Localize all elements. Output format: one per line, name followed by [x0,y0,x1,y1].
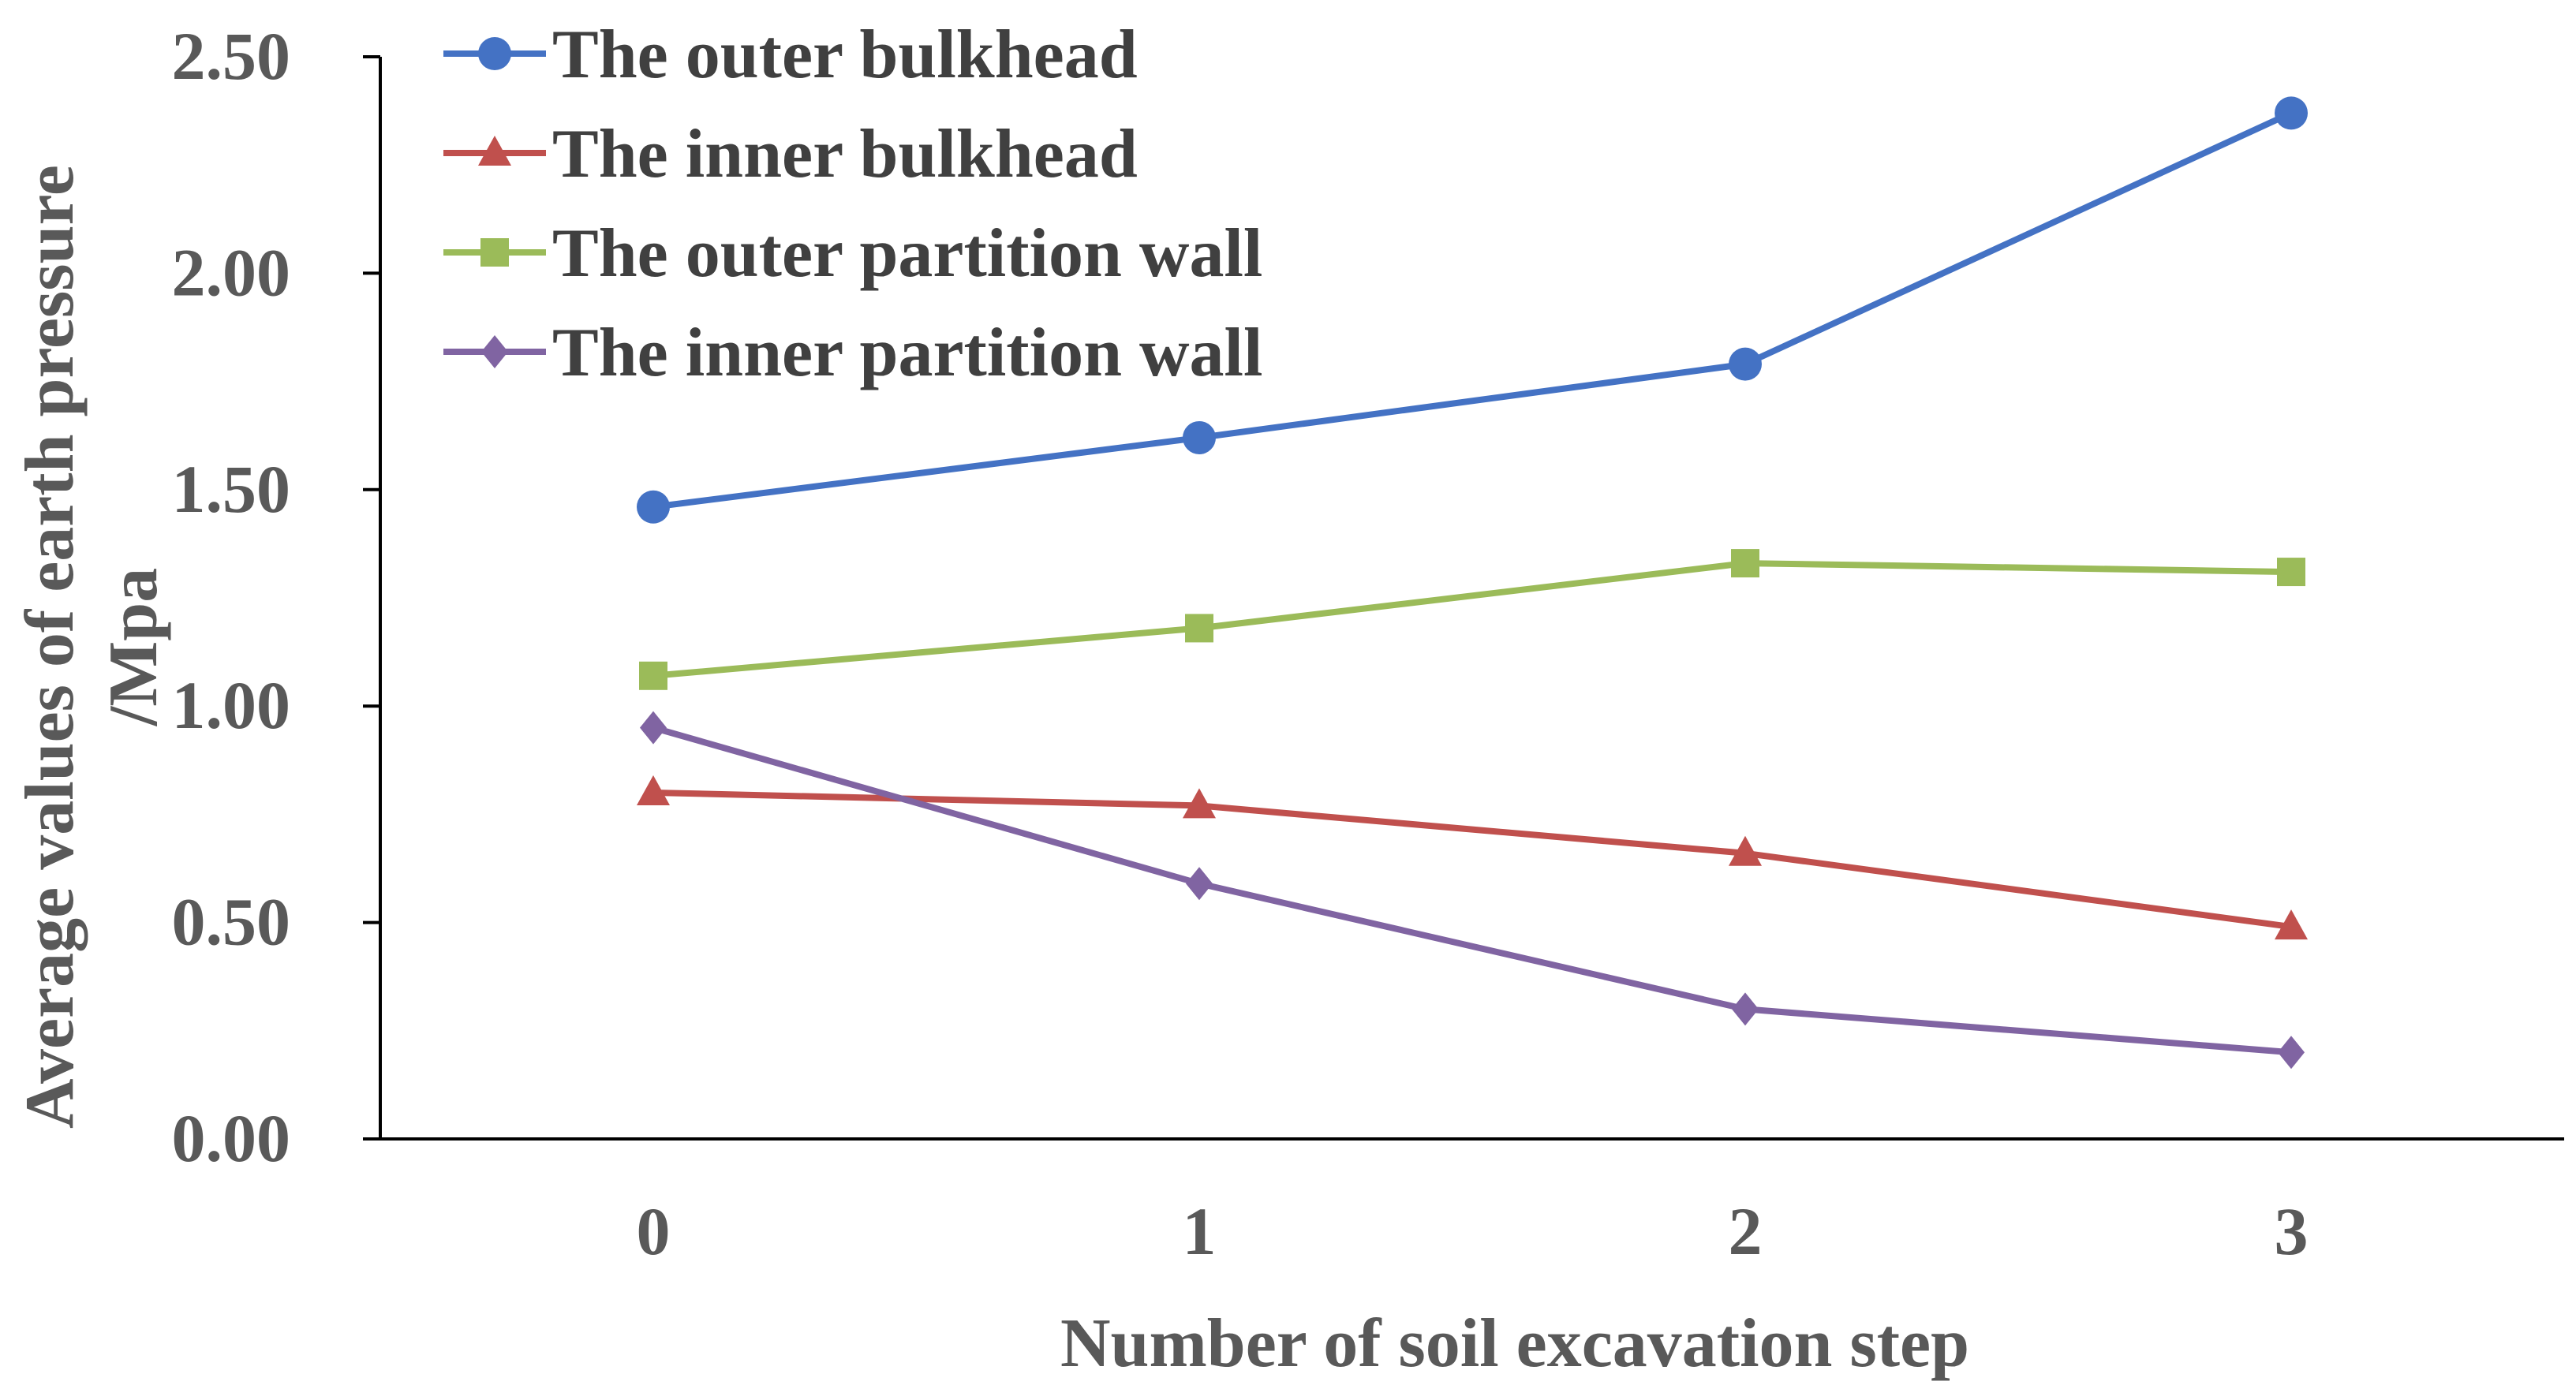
legend-marker [480,238,509,267]
data-point [1729,347,1762,381]
y-tick-label: 0.50 [172,884,291,960]
y-axis-title-line-2: /Mpa [95,568,172,726]
data-point [1183,788,1216,819]
data-point [640,711,667,745]
data-point [637,775,670,805]
data-point [2275,909,2308,940]
y-axis-title-line-1: Average values of earth pressure [12,165,88,1129]
data-point [1183,420,1216,454]
data-point [1185,614,1213,643]
legend-marker [478,37,511,70]
legend: The outer bulkhead The inner bulkhead The … [443,17,1262,391]
legend-item-4: The inner partition wall [443,315,1262,391]
series-3 [639,549,2305,690]
legend-item-3: The outer partition wall [443,215,1262,292]
x-ticks: 0 1 2 3 [637,1193,2309,1269]
legend-marker [481,335,508,368]
legend-label: The inner bulkhead [552,116,1138,192]
series-1 [637,96,2308,524]
y-tick-label: 0.00 [172,1100,291,1176]
axes [379,57,2564,1141]
series-line [652,560,2292,679]
series-group [637,96,2308,1070]
y-tick-label: 1.50 [172,451,291,527]
series-4 [640,711,2305,1070]
x-tick-label: 2 [1729,1193,1763,1269]
y-tick-label: 2.00 [172,234,291,310]
data-point [1732,992,1759,1026]
x-tick-label: 0 [637,1193,671,1269]
legend-label: The inner partition wall [552,315,1262,391]
data-point [1186,867,1213,901]
y-axis-title-unit: /Mpa [95,568,172,726]
y-tick-label: 1.00 [172,667,291,743]
legend-item-2: The inner bulkhead [443,116,1138,192]
y-tick-label: 2.50 [172,18,291,94]
series-2 [637,775,2308,940]
series-line [652,789,2292,931]
data-point [1731,549,1759,578]
series-line [652,110,2293,510]
x-axis-title: Number of soil excavation step [1060,1305,1969,1382]
x-tick-label: 3 [2275,1193,2309,1269]
legend-label: The outer bulkhead [552,17,1138,93]
legend-label: The outer partition wall [552,215,1262,292]
data-point [1729,835,1762,866]
y-axis-title: Average values of earth pressure [12,165,88,1129]
data-point [2278,1036,2305,1070]
data-point [2275,96,2308,130]
data-point [2277,558,2305,587]
legend-item-1: The outer bulkhead [443,17,1138,93]
series-line [652,724,2292,1056]
legend-marker [478,136,511,166]
x-tick-label: 1 [1183,1193,1217,1269]
data-point [637,490,670,524]
data-point [639,661,667,690]
y-ticks: 0.00 0.50 1.00 1.50 2.00 2.50 [172,18,380,1176]
